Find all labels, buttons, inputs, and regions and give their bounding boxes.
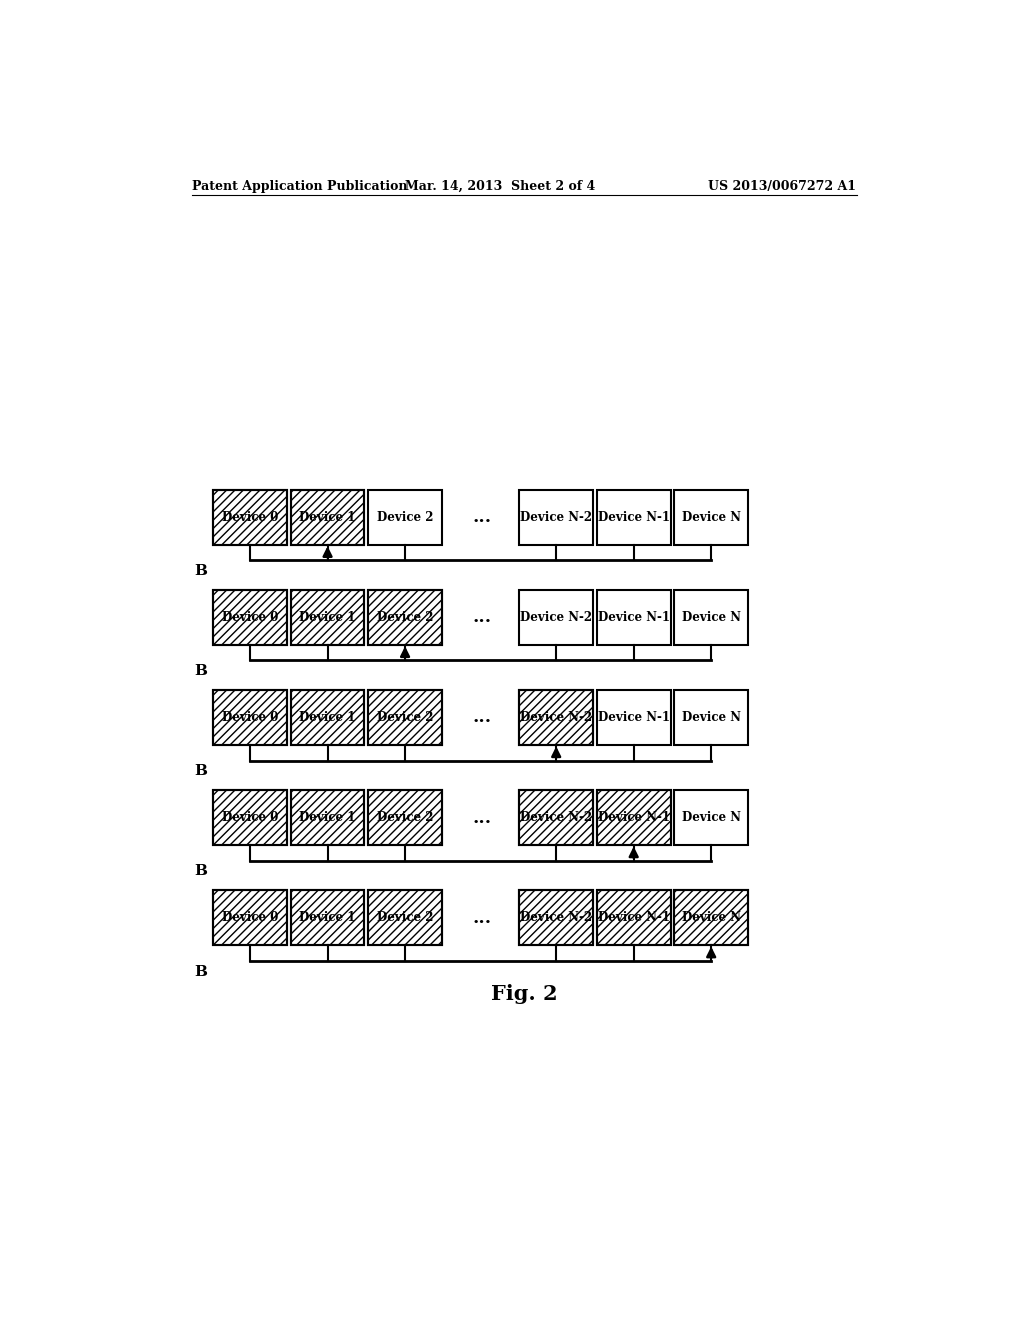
Bar [519,890,593,945]
Bar [213,690,287,744]
Bar [291,890,365,945]
Bar [291,690,365,744]
Text: Device N-1: Device N-1 [598,511,670,524]
Bar [675,890,748,945]
Bar [597,890,671,945]
Bar [675,490,748,545]
Text: Device 1: Device 1 [299,511,355,524]
Bar [675,590,748,645]
Text: Device N: Device N [682,911,740,924]
Bar [291,789,365,845]
Text: Device 1: Device 1 [299,611,355,624]
Text: Device 1: Device 1 [299,911,355,924]
Text: Mar. 14, 2013  Sheet 2 of 4: Mar. 14, 2013 Sheet 2 of 4 [404,180,595,193]
Bar [519,690,593,744]
Bar [519,789,593,845]
Bar [519,590,593,645]
Bar [597,490,671,545]
Text: B: B [195,764,207,779]
Text: Device N-1: Device N-1 [598,810,670,824]
Bar [369,789,442,845]
Bar [675,789,748,845]
Bar [213,690,287,744]
Bar [675,890,748,945]
Text: Device N: Device N [682,810,740,824]
Bar [369,690,442,744]
Text: Device N-2: Device N-2 [520,810,592,824]
Text: Fig. 2: Fig. 2 [492,983,558,1003]
Bar [369,590,442,645]
Text: Device N: Device N [682,711,740,723]
Bar [519,890,593,945]
Text: ...: ... [473,809,493,826]
Bar [291,590,365,645]
Bar [369,789,442,845]
Bar [213,890,287,945]
Bar [213,590,287,645]
Text: Device 0: Device 0 [222,611,279,624]
Bar [369,890,442,945]
Text: Device N-2: Device N-2 [520,511,592,524]
Bar [597,590,671,645]
Text: Device 1: Device 1 [299,711,355,723]
Text: B: B [195,965,207,978]
Bar [597,789,671,845]
Text: ...: ... [473,609,493,626]
Bar [213,490,287,545]
Bar [519,490,593,545]
Bar [369,690,442,744]
Bar [213,890,287,945]
Text: B: B [195,664,207,678]
Text: Device 0: Device 0 [222,911,279,924]
Bar [675,690,748,744]
Text: Patent Application Publication: Patent Application Publication [193,180,408,193]
Bar [213,590,287,645]
Text: Device 2: Device 2 [377,511,433,524]
Text: Device N-1: Device N-1 [598,611,670,624]
Text: B: B [195,564,207,578]
Bar [597,890,671,945]
Bar [597,789,671,845]
Bar [291,789,365,845]
Text: ...: ... [473,709,493,726]
Text: B: B [195,865,207,879]
Text: Device N-1: Device N-1 [598,711,670,723]
Bar [291,490,365,545]
Text: Device 1: Device 1 [299,810,355,824]
Bar [519,690,593,744]
Text: Device N: Device N [682,611,740,624]
Bar [213,789,287,845]
Text: Device 2: Device 2 [377,711,433,723]
Bar [369,890,442,945]
Bar [291,890,365,945]
Bar [291,690,365,744]
Bar [291,490,365,545]
Text: US 2013/0067272 A1: US 2013/0067272 A1 [709,180,856,193]
Text: ...: ... [473,908,493,927]
Text: Device 2: Device 2 [377,611,433,624]
Text: Device N-2: Device N-2 [520,611,592,624]
Bar [519,789,593,845]
Text: Device N: Device N [682,511,740,524]
Text: Device 0: Device 0 [222,810,279,824]
Text: Device 2: Device 2 [377,911,433,924]
Bar [291,590,365,645]
Text: Device N-2: Device N-2 [520,711,592,723]
Bar [369,590,442,645]
Text: ...: ... [473,508,493,527]
Bar [369,490,442,545]
Bar [597,690,671,744]
Text: Device 0: Device 0 [222,711,279,723]
Bar [213,490,287,545]
Bar [213,789,287,845]
Text: Device 0: Device 0 [222,511,279,524]
Text: Device 2: Device 2 [377,810,433,824]
Text: Device N-2: Device N-2 [520,911,592,924]
Text: Device N-1: Device N-1 [598,911,670,924]
